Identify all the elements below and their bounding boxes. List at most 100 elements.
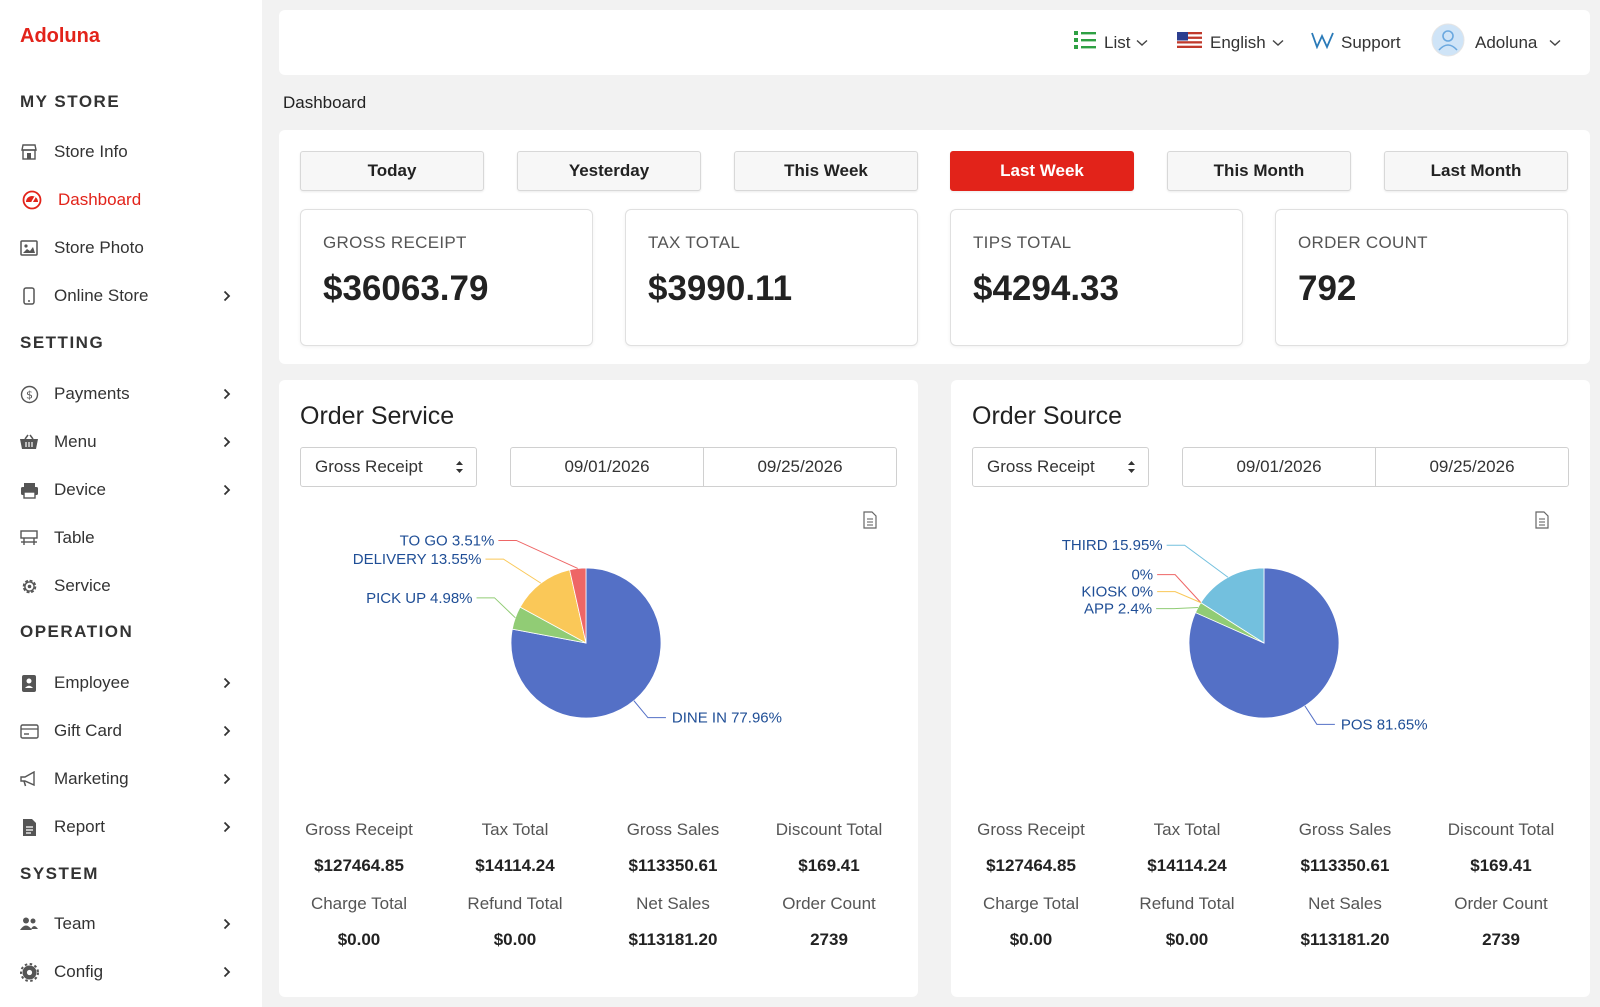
metric-label: Order Count [1454,894,1548,913]
metric-value: $0.00 [1165,930,1209,949]
pie-label-line [498,539,578,569]
metric-value: $169.41 [1470,856,1532,875]
svg-text:$: $ [26,388,33,401]
chevron-right-icon [220,917,234,931]
pie-label: DINE IN 77.96% [672,710,782,727]
chevron-right-icon [220,387,234,401]
sidebar-item-online-store[interactable]: Online Store [0,276,262,316]
metric-select-value: Gross Receipt [987,457,1095,476]
date-from-input[interactable]: 09/01/2026 [1236,457,1322,476]
sidebar-item-label: Gift Card [54,721,123,740]
chevron-right-icon [220,724,234,738]
cog-icon [19,962,39,982]
metric-select[interactable]: Gross Receipt [972,447,1149,487]
sidebar-item-team[interactable]: Team [0,904,262,944]
chevron-down-icon [1549,39,1561,47]
export-document-icon[interactable] [863,511,877,534]
period-button-this-week[interactable]: This Week [734,151,918,191]
breadcrumb: Dashboard [283,93,367,112]
metric-refund-total: Refund Total $0.00 [435,894,595,950]
period-button-this-month[interactable]: This Month [1167,151,1351,191]
sidebar-item-payments[interactable]: $ Payments [0,374,262,414]
panel-title: Order Source [972,402,1123,430]
metric-discount-total: Discount Total $169.41 [1421,820,1581,876]
metric-value: $127464.85 [986,856,1076,875]
pie-label-line [476,597,516,619]
period-button-today[interactable]: Today [300,151,484,191]
metric-charge-total: Charge Total $0.00 [279,894,439,950]
sidebar-item-service[interactable]: Service [0,566,262,606]
badge-icon [19,673,39,693]
metric-label: Charge Total [310,894,408,913]
pie-label-line [1157,591,1201,604]
support-link[interactable]: Support [1311,10,1401,75]
language-dropdown[interactable]: English [1177,10,1284,75]
metric-value: $0.00 [493,930,537,949]
pie-labels: POS 81.65% THIRD 15.95% 0%KIOSK 0%APP 2.4% [1062,537,1428,733]
sidebar-item-label: Store Info [54,142,128,161]
store-icon [19,142,39,162]
stat-label: GROSS RECEIPT [323,233,467,252]
metric-value: $0.00 [1009,930,1053,949]
dollar-circle-icon: $ [19,384,39,404]
sidebar-item-device[interactable]: Device [0,470,262,510]
chevron-right-icon [220,289,234,303]
sidebar-item-config[interactable]: Config [0,952,262,992]
metric-value: 2739 [810,930,848,949]
date-to-input[interactable]: 09/25/2026 [1375,448,1568,486]
table-icon [19,528,39,548]
date-from-input[interactable]: 09/01/2026 [564,457,650,476]
period-button-yesterday[interactable]: Yesterday [517,151,701,191]
user-menu-dropdown[interactable]: Adoluna [1431,10,1561,75]
pie-slice-dine-in[interactable] [510,567,662,719]
sidebar-item-store-photo[interactable]: Store Photo [0,228,262,268]
sidebar-item-employee[interactable]: Employee [0,663,262,703]
metric-label: Gross Sales [626,820,720,839]
order-service-card: Order Service Gross Receipt 09/01/2026 0… [279,380,918,997]
chevron-down-icon [1136,39,1148,47]
pie-slice-third[interactable] [1200,567,1265,644]
sidebar-item-label: Config [54,962,104,981]
us-flag-icon [1177,32,1202,53]
sidebar-item-gift-card[interactable]: Gift Card [0,711,262,751]
chevron-right-icon [220,435,234,449]
metric-order-count: Order Count 2739 [749,894,909,950]
metric-label: Gross Receipt [305,820,413,839]
metric-net-sales: Net Sales $113181.20 [593,894,753,950]
metric-value: $113350.61 [628,856,718,875]
sidebar-item-menu[interactable]: Menu [0,422,262,462]
sidebar-item-label: Store Photo [54,238,144,257]
select-arrows-icon [455,459,464,480]
metric-refund-total: Refund Total $0.00 [1107,894,1267,950]
period-button-last-month[interactable]: Last Month [1384,151,1568,191]
order-source-card: Order Source Gross Receipt 09/01/2026 09… [951,380,1590,997]
metric-value: $169.41 [798,856,860,875]
pie-label: PICK UP 4.98% [366,590,472,607]
sidebar-item-label: Service [54,576,111,595]
sidebar-item-store-info[interactable]: Store Info [0,132,262,172]
metric-label: Net Sales [636,894,710,913]
period-button-last-week[interactable]: Last Week [950,151,1134,191]
metric-label: Discount Total [775,820,883,839]
pie-slice-delivery[interactable] [519,569,587,644]
metric-value: $127464.85 [314,856,404,875]
pie-label-line [1166,544,1229,578]
export-document-icon[interactable] [1535,511,1549,534]
metric-gross-sales: Gross Sales $113350.61 [1265,820,1425,876]
section-title-operation: OPERATION [20,622,134,641]
user-name: Adoluna [1475,32,1538,52]
sidebar-item-dashboard[interactable]: Dashboard [0,180,262,220]
metric-discount-total: Discount Total $169.41 [749,820,909,876]
megaphone-icon [19,769,39,789]
view-mode-dropdown[interactable]: List [1074,10,1148,75]
sidebar-item-table[interactable]: Table [0,518,262,558]
brand-logo[interactable]: Adoluna [20,25,100,47]
date-to-input[interactable]: 09/25/2026 [703,448,896,486]
chevron-right-icon [220,965,234,979]
sidebar-item-report[interactable]: Report [0,807,262,847]
metric-select[interactable]: Gross Receipt [300,447,477,487]
sidebar-item-marketing[interactable]: Marketing [0,759,262,799]
metric-tax-total: Tax Total $14114.24 [435,820,595,876]
pie-label-line [1156,606,1198,610]
sidebar-item-label: Report [54,817,106,836]
